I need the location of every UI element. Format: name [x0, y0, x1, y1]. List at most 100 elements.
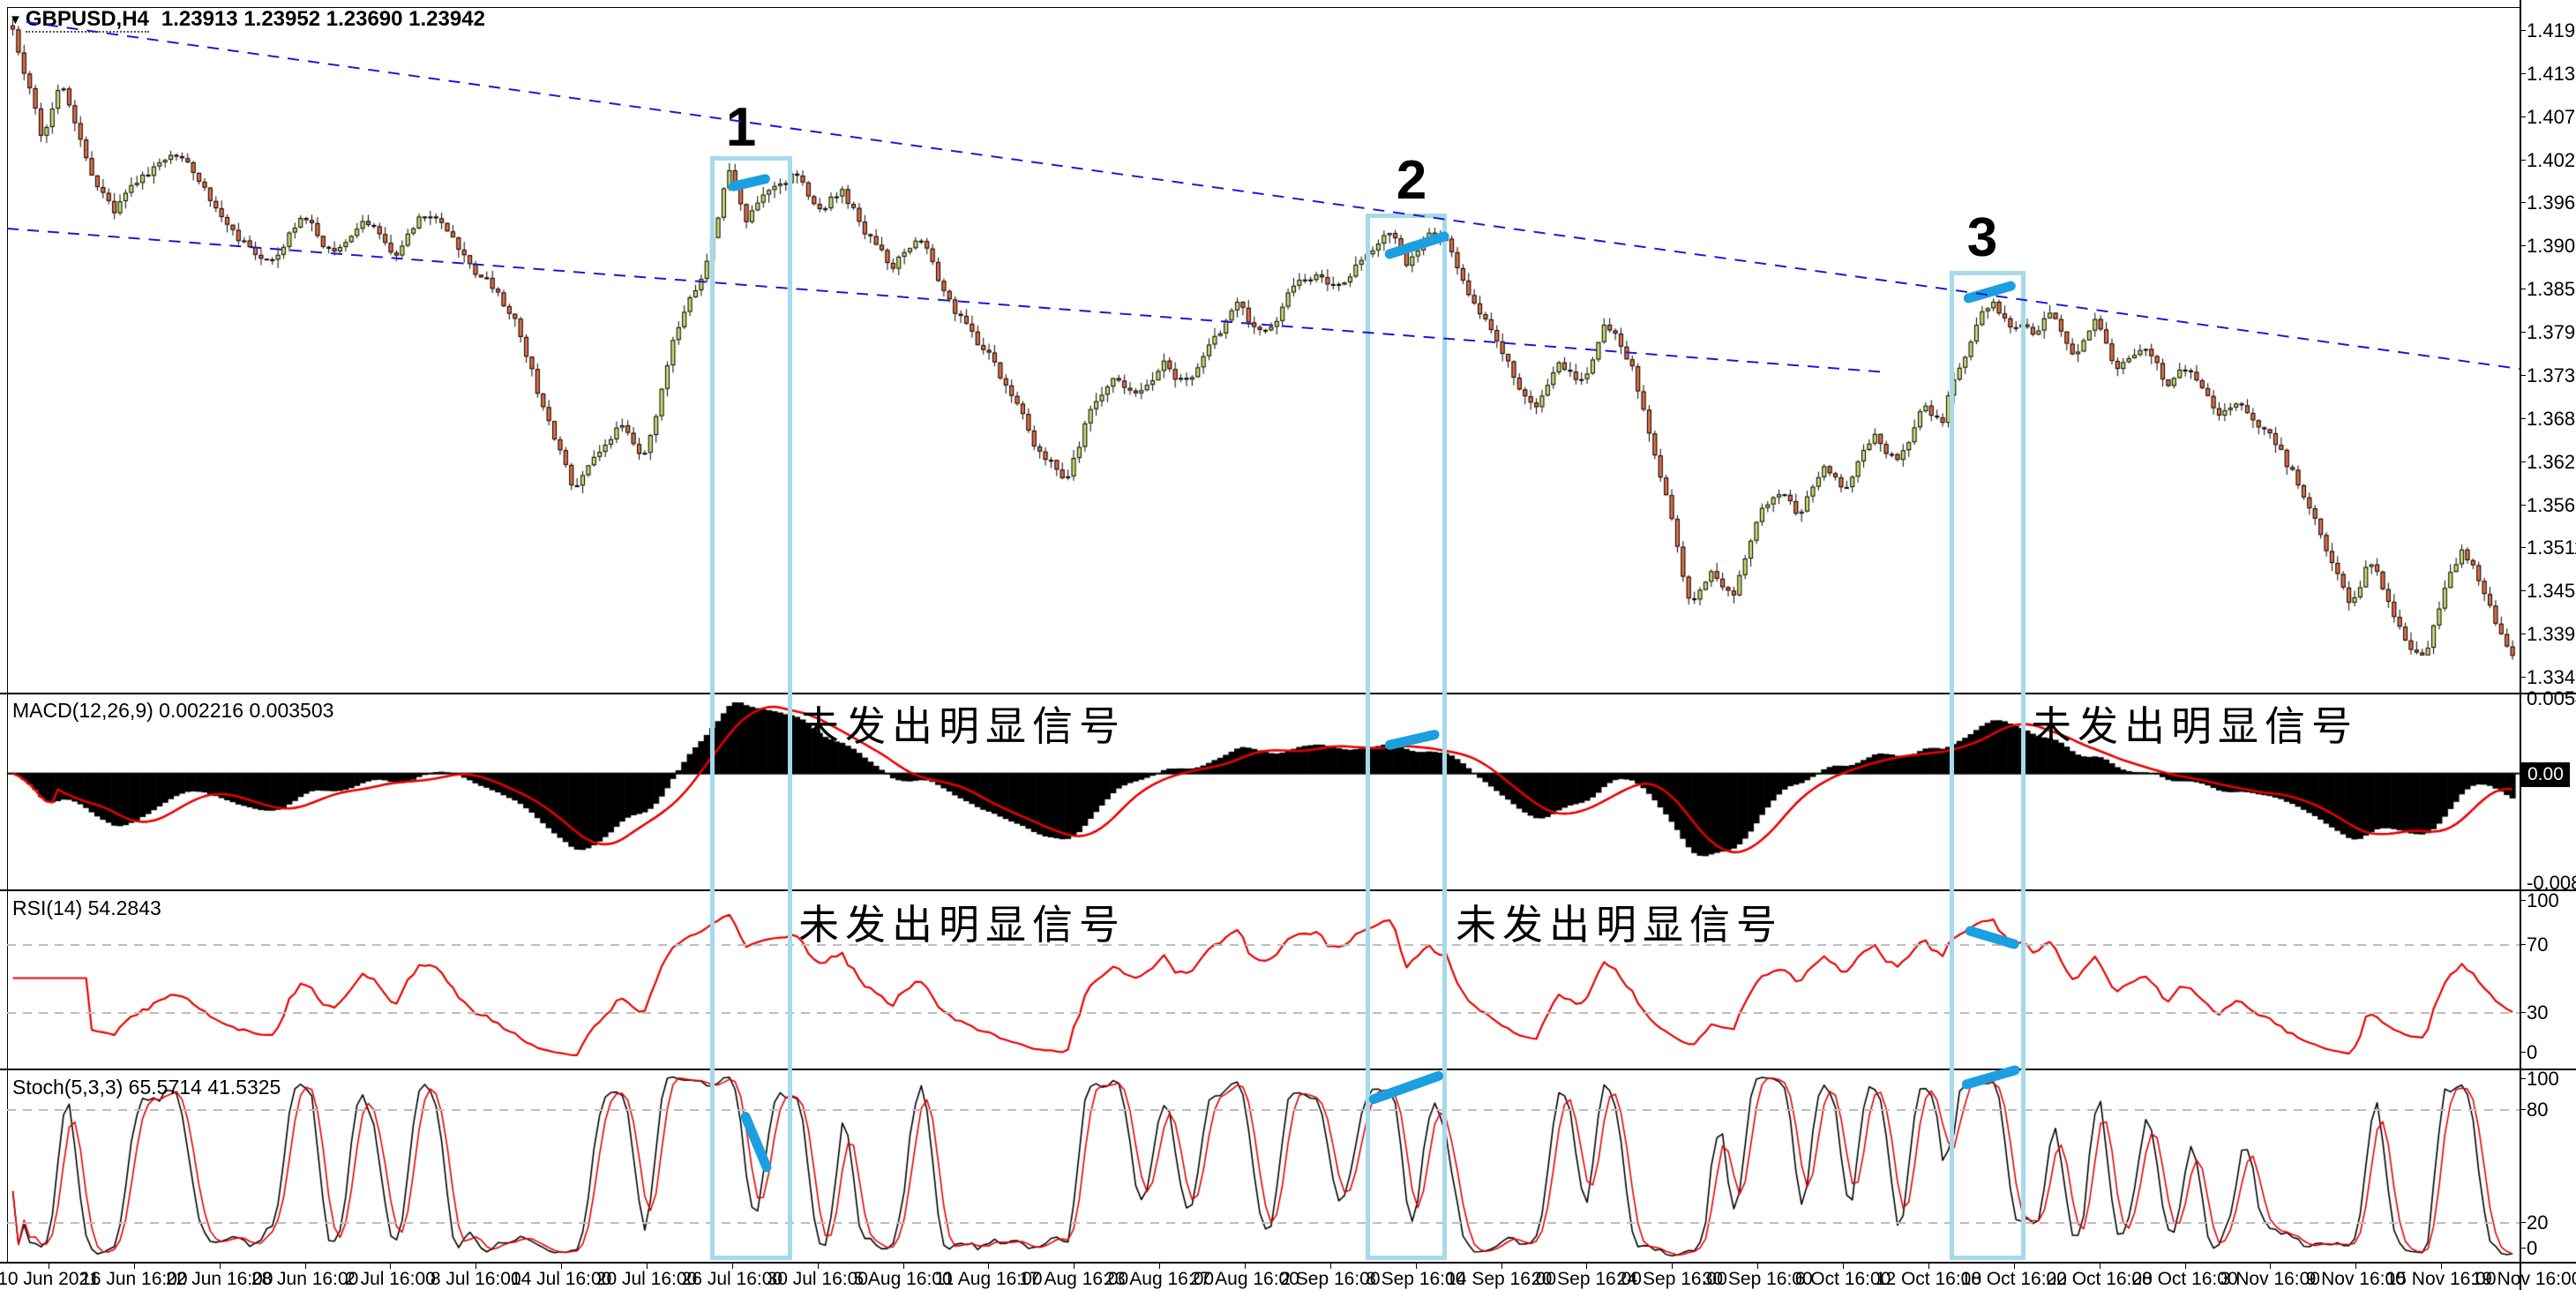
time-axis-label: 5 Aug 16:00 — [853, 1269, 953, 1289]
price-axis-tick — [2520, 332, 2526, 334]
price-axis-tick — [2520, 461, 2526, 462]
price-axis-label: 1.37380 — [2527, 364, 2576, 386]
rsi-axis-tick — [2520, 900, 2526, 901]
price-axis-label: 1.34550 — [2527, 580, 2576, 603]
signal-text-annotation[interactable]: 未发出明显信号 — [1456, 901, 1783, 949]
price-axis-label: 1.33980 — [2527, 623, 2576, 646]
stoch-axis-tick — [2520, 1222, 2526, 1223]
time-axis-tick — [1415, 1264, 1417, 1269]
time-axis-label: 19 Nov 16:00 — [2471, 1269, 2576, 1289]
signal-text-annotation[interactable]: 未发出明显信号 — [798, 901, 1126, 949]
time-axis-label: 17 Aug 16:00 — [1019, 1269, 1129, 1289]
separator-main-macd[interactable] — [0, 693, 2576, 694]
price-axis-label: 1.36250 — [2527, 450, 2576, 473]
price-axis-tick — [2520, 30, 2526, 31]
rsi-axis-tick — [2520, 1052, 2526, 1053]
time-axis-tick — [1159, 1264, 1161, 1269]
signal-highlight-box[interactable] — [1366, 214, 1447, 1260]
time-axis-tick — [1586, 1264, 1588, 1269]
signal-text-annotation[interactable]: 未发出明显信号 — [2031, 702, 2358, 750]
time-axis-label: 15 Nov 16:00 — [2385, 1269, 2497, 1289]
time-axis-label: 28 Jun 16:00 — [251, 1269, 359, 1289]
time-axis-label: 16 Jun 16:00 — [80, 1269, 188, 1289]
price-axis-label: 1.40780 — [2527, 105, 2576, 128]
price-axis-tick — [2520, 245, 2526, 247]
rsi-axis-tick — [2520, 1012, 2526, 1013]
time-axis-tick — [2013, 1264, 2015, 1269]
time-axis-label: 9 Nov 16:00 — [2305, 1269, 2406, 1289]
time-axis-label: 8 Jul 16:00 — [430, 1269, 521, 1289]
signal-highlight-box[interactable] — [1950, 271, 2026, 1260]
indicator-level-line — [7, 1222, 2520, 1224]
time-axis-label: 10 Jun 2021 — [0, 1269, 100, 1289]
time-axis-tick — [1501, 1264, 1502, 1269]
time-axis-label: 3 Nov 16:00 — [2220, 1269, 2320, 1289]
time-axis-tick — [1329, 1264, 1331, 1269]
separator-rsi-stoch[interactable] — [0, 1069, 2576, 1070]
time-axis-label: 30 Sep 16:00 — [1702, 1269, 1813, 1289]
time-axis-label: 26 Jul 16:00 — [681, 1269, 783, 1289]
time-axis-label: 2 Sep 16:00 — [1280, 1269, 1381, 1289]
signal-highlight-box[interactable] — [710, 156, 792, 1260]
stoch-axis-tick — [2520, 1109, 2526, 1110]
rsi-axis-label: 0 — [2527, 1041, 2538, 1063]
rsi-axis-label: 70 — [2527, 934, 2549, 956]
left-border — [7, 7, 8, 1262]
ohlc-values-label: 1.23913 1.23952 1.23690 1.23942 — [161, 7, 485, 31]
time-axis-label: 24 Sep 16:00 — [1616, 1269, 1727, 1289]
macd-current-value-marker: 0.00 — [2521, 762, 2570, 787]
time-axis-label: 2 Jul 16:00 — [345, 1269, 436, 1289]
symbol-period-label[interactable]: GBPUSD,H4 — [25, 7, 149, 33]
price-axis-tick — [2520, 159, 2526, 161]
annotation-number[interactable]: 2 — [1396, 150, 1427, 211]
time-axis-tick — [1757, 1264, 1759, 1269]
separator-macd-rsi[interactable] — [0, 889, 2576, 891]
time-axis-tick — [817, 1264, 819, 1269]
price-axis-label: 1.41350 — [2527, 62, 2576, 85]
time-axis-label: 6 Oct 16:00 — [1794, 1269, 1891, 1289]
time-axis-label: 28 Oct 16:00 — [2131, 1269, 2238, 1289]
price-axis-label: 1.36810 — [2527, 407, 2576, 430]
time-axis-tick — [1928, 1264, 1929, 1269]
time-axis-label: 14 Jul 16:00 — [510, 1269, 612, 1289]
price-axis-label: 1.35110 — [2527, 536, 2576, 559]
signal-text-annotation[interactable]: 未发出明显信号 — [798, 702, 1126, 750]
separator-time-axis — [0, 1262, 2576, 1264]
rsi-axis-label: 30 — [2527, 1001, 2549, 1024]
time-axis-tick — [133, 1264, 135, 1269]
time-axis-tick — [647, 1264, 648, 1269]
time-axis-label: 22 Jun 16:00 — [166, 1269, 273, 1289]
rsi-axis-tick — [2520, 944, 2526, 945]
price-axis-label: 1.40220 — [2527, 148, 2576, 171]
rsi-axis-label: 100 — [2527, 889, 2559, 911]
time-axis-tick — [2270, 1264, 2272, 1269]
time-axis-tick — [1245, 1264, 1247, 1269]
price-axis-tick — [2520, 72, 2526, 74]
stoch-axis-label: 20 — [2527, 1211, 2549, 1234]
time-axis-tick — [1074, 1264, 1075, 1269]
axis-border — [2520, 0, 2521, 1290]
time-axis-label: 20 Sep 16:00 — [1531, 1269, 1642, 1289]
price-axis-label: 1.37950 — [2527, 321, 2576, 344]
time-axis-tick — [561, 1264, 563, 1269]
time-axis-label: 12 Oct 16:00 — [1875, 1269, 1982, 1289]
stoch-indicator-label: Stoch(5,3,3) 65.5714 41.5325 — [12, 1076, 281, 1099]
top-border — [7, 7, 2520, 8]
time-axis-tick — [2441, 1264, 2443, 1269]
price-axis-tick — [2520, 677, 2526, 679]
time-axis-label: 22 Oct 16:00 — [2046, 1269, 2153, 1289]
price-axis-label: 1.38520 — [2527, 278, 2576, 301]
time-axis-label: 23 Aug 16:00 — [1105, 1269, 1215, 1289]
annotation-number[interactable]: 1 — [725, 97, 757, 158]
stoch-axis-tick — [2520, 1078, 2526, 1079]
time-axis-tick — [731, 1264, 733, 1269]
macd-indicator-label: MACD(12,26,9) 0.002216 0.003503 — [12, 699, 334, 722]
price-axis-tick — [2520, 202, 2526, 204]
one-click-trading-arrow-icon[interactable]: ▼ — [9, 12, 22, 27]
annotation-number[interactable]: 3 — [1966, 207, 1998, 268]
indicator-level-line — [7, 1109, 2520, 1111]
rsi-indicator-label: RSI(14) 54.2843 — [12, 896, 161, 919]
